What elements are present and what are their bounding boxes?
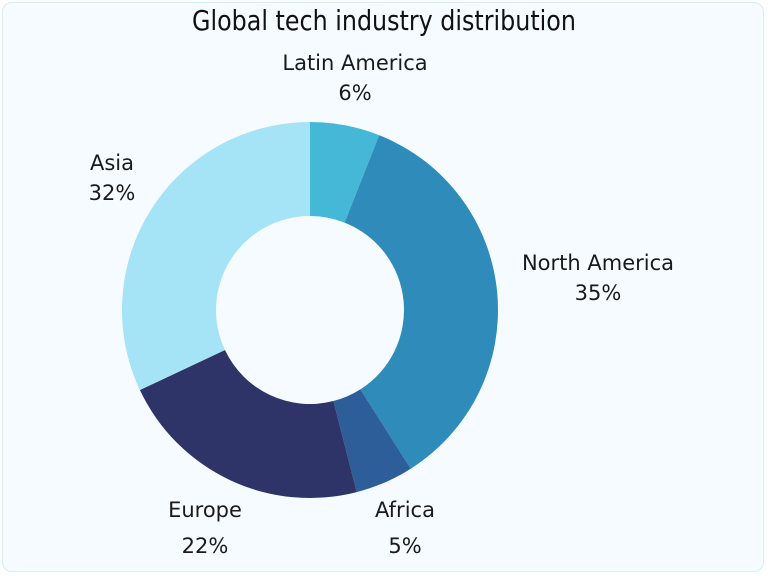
- slice-value-label: 5%: [388, 534, 421, 558]
- slice-europe: [139, 350, 357, 498]
- slice-label: North America: [522, 251, 674, 275]
- slice-value-label: 32%: [89, 181, 136, 205]
- slice-asia: [121, 122, 311, 391]
- slice-label: Africa: [375, 498, 435, 522]
- slice-label: Asia: [90, 151, 134, 175]
- slice-latin-america: [310, 122, 380, 223]
- slice-value-label: 22%: [182, 534, 229, 558]
- slice-value-label: 6%: [338, 81, 371, 105]
- slice-label: Latin America: [282, 51, 427, 75]
- chart-title: Global tech industry distribution: [192, 4, 576, 37]
- slice-value-label: 35%: [575, 281, 622, 305]
- slice-north-america: [344, 135, 498, 469]
- slice-africa: [333, 389, 411, 493]
- slice-label: Europe: [168, 498, 242, 522]
